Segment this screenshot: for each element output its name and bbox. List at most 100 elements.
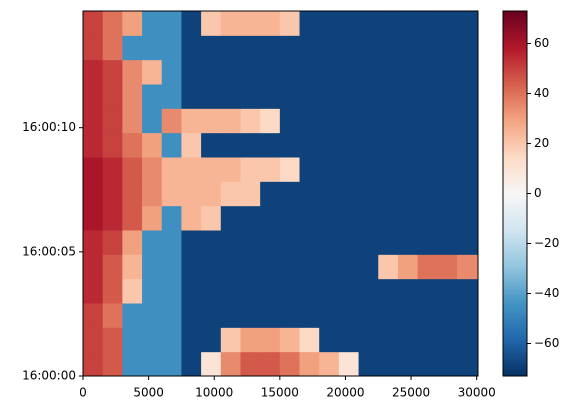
colorbar-segment — [503, 286, 527, 289]
heatmap-cell — [417, 59, 438, 85]
heatmap-cell — [102, 181, 123, 207]
colorbar-segment — [503, 311, 527, 314]
heatmap-cell — [102, 132, 123, 158]
colorbar-segment — [503, 188, 527, 192]
heatmap-cell — [142, 59, 163, 85]
heatmap-cell — [358, 278, 379, 304]
colorbar-segment — [503, 226, 527, 229]
heatmap-cell — [83, 59, 104, 85]
heatmap-cell — [122, 351, 143, 377]
heatmap-cell — [338, 351, 360, 377]
heatmap-cell — [358, 205, 379, 231]
x-tick-label: 15000 — [261, 386, 299, 400]
heatmap-cell — [161, 351, 182, 377]
heatmap-cell — [338, 205, 360, 231]
colorbar-segment — [503, 143, 527, 147]
heatmap-cell — [240, 84, 261, 109]
heatmap-cell — [161, 157, 182, 182]
colorbar-segment — [503, 208, 527, 212]
heatmap-cell — [142, 278, 163, 304]
colorbar-segment — [503, 56, 527, 59]
colorbar-segment — [503, 116, 527, 119]
heatmap-cell — [279, 11, 301, 36]
heatmap-cell — [161, 230, 182, 255]
heatmap-cell — [142, 254, 163, 280]
heatmap-cell — [279, 157, 301, 182]
heatmap-cell — [260, 303, 281, 328]
heatmap-cell — [358, 181, 379, 207]
colorbar-segment — [503, 231, 527, 234]
colorbar-segment — [503, 126, 527, 129]
colorbar-segment — [503, 176, 527, 179]
heatmap-cell — [417, 108, 438, 134]
heatmap-cell — [142, 327, 163, 353]
heatmap-cell — [457, 351, 479, 377]
heatmap-cell — [240, 11, 261, 36]
heatmap-cell — [279, 351, 301, 377]
heatmap-cell — [319, 181, 340, 207]
heatmap-cell — [437, 84, 458, 109]
heatmap-cell — [358, 84, 379, 109]
colorbar-segment — [503, 203, 527, 207]
heatmap-cell — [457, 59, 479, 85]
heatmap-cell — [319, 230, 340, 255]
heatmap-cell — [397, 205, 419, 231]
heatmap-cell — [161, 108, 182, 134]
heatmap-cell — [122, 303, 143, 328]
heatmap-cell — [279, 254, 301, 280]
heatmap-cell — [437, 59, 458, 85]
heatmap-cell — [201, 84, 222, 109]
heatmap-cell — [240, 157, 261, 182]
heatmap-cell — [378, 278, 399, 304]
heatmap-cell — [220, 303, 241, 328]
colorbar-segment — [503, 356, 527, 359]
heatmap-cell — [220, 278, 241, 304]
heatmap-cell — [83, 84, 104, 109]
colorbar-segment — [503, 301, 527, 304]
heatmap-cell — [201, 11, 222, 36]
heatmap-cell — [122, 35, 143, 61]
colorbar-segment — [503, 206, 527, 209]
colorbar-segment — [503, 173, 527, 177]
heatmap-cell — [437, 278, 458, 304]
heatmap-cell — [457, 278, 479, 304]
colorbar-segment — [503, 241, 527, 244]
heatmap-cell — [437, 157, 458, 182]
colorbar-segment — [503, 303, 527, 307]
colorbar-segment — [503, 93, 527, 97]
heatmap-cell — [279, 181, 301, 207]
heatmap-cell — [260, 254, 281, 280]
heatmap-cell — [102, 108, 123, 134]
heatmap-cell — [240, 278, 261, 304]
colorbar-segment — [503, 243, 527, 247]
heatmap-cell — [122, 157, 143, 182]
heatmap-cell — [417, 84, 438, 109]
colorbar-segment — [503, 103, 527, 107]
heatmap-cell — [142, 351, 163, 377]
heatmap-cell — [220, 230, 241, 255]
heatmap-cell — [279, 132, 301, 158]
heatmap-cell — [397, 59, 419, 85]
x-tick-label: 5000 — [133, 386, 164, 400]
colorbar-segment — [503, 273, 527, 277]
colorbar-segment — [503, 181, 527, 184]
heatmap-cell — [142, 35, 163, 61]
heatmap-cell — [299, 181, 320, 207]
heatmap-cell — [338, 327, 360, 353]
heatmap-cell — [102, 157, 123, 182]
heatmap-cell — [220, 11, 241, 36]
colorbar-segment — [503, 66, 527, 69]
heatmap-cell — [378, 157, 399, 182]
heatmap-cell — [397, 254, 419, 280]
plot-frame — [82, 10, 479, 377]
heatmap-cell — [240, 108, 261, 134]
heatmap-cell — [260, 351, 281, 377]
heatmap-cell — [161, 11, 182, 36]
colorbar-segment — [503, 221, 527, 224]
colorbar-segment — [503, 153, 527, 157]
heatmap-cell — [142, 108, 163, 134]
colorbar-segment — [503, 343, 527, 347]
heatmap-cell — [378, 108, 399, 134]
colorbar-segment — [503, 223, 527, 227]
